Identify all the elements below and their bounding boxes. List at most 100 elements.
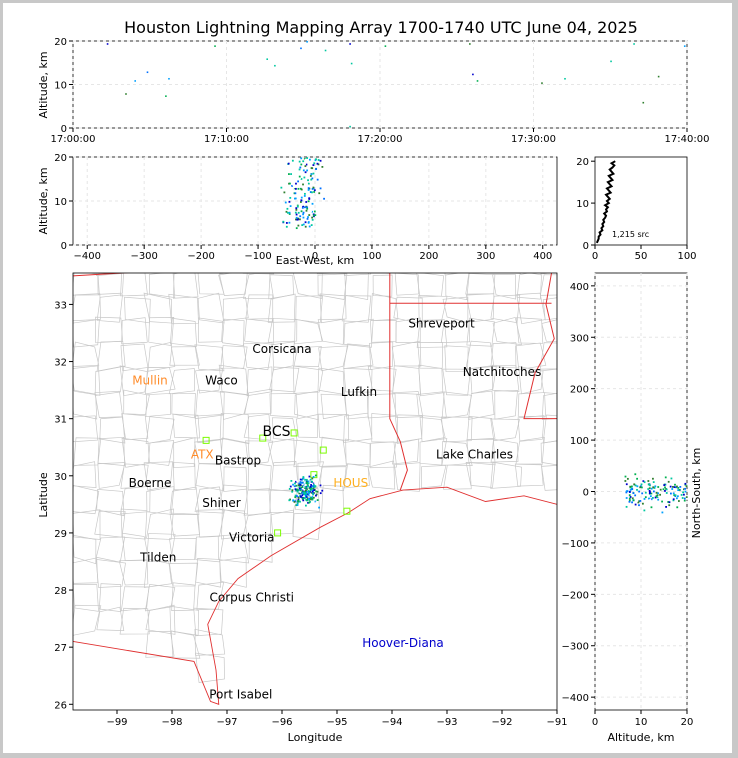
longitude-tick-label: −97	[216, 717, 237, 728]
east-west-source	[293, 189, 296, 192]
plan-view-source	[303, 495, 305, 498]
county-boundary	[492, 316, 522, 346]
north-south-source	[648, 487, 651, 490]
east-west-source	[299, 177, 301, 180]
county-boundary	[169, 346, 200, 366]
lma-figure: Houston Lightning Mapping Array 1700-174…	[37, 18, 709, 744]
plan-view-source	[310, 498, 312, 501]
east-west-source	[290, 173, 292, 175]
east-west-source	[313, 162, 316, 165]
east-west-source	[296, 218, 299, 221]
county-boundary	[98, 583, 122, 613]
north-south-source	[640, 483, 643, 486]
county-boundary	[95, 536, 126, 563]
county-boundary	[267, 438, 296, 466]
north-south-source	[625, 490, 628, 493]
east-west-source	[309, 180, 311, 183]
north-south-source	[634, 494, 637, 497]
county-boundary	[194, 414, 224, 444]
east-west-source	[307, 182, 310, 185]
county-boundary	[96, 488, 125, 517]
north-south-source	[678, 488, 681, 491]
east-west-source	[305, 188, 308, 190]
county-boundary	[469, 365, 497, 394]
east-west-source	[316, 178, 319, 181]
plan-view-source	[301, 494, 304, 497]
county-boundary	[517, 415, 545, 442]
east-west-source	[302, 160, 305, 163]
plan-view-source	[303, 488, 306, 491]
east-west-source	[306, 157, 309, 159]
north-south-source	[670, 501, 673, 504]
longitude-tick-label: −98	[161, 717, 182, 728]
plan-view-source	[309, 485, 312, 488]
plan-view-source	[299, 483, 302, 486]
east-west-source	[302, 183, 304, 186]
north-south-source	[637, 501, 640, 504]
north-south-source	[636, 488, 638, 491]
state-boundaries	[73, 273, 557, 491]
county-boundary	[542, 297, 557, 321]
county-boundary	[119, 607, 150, 635]
county-boundary	[194, 344, 225, 372]
plan-view-source	[314, 504, 317, 507]
east-west-source	[302, 220, 305, 223]
east-west-source	[289, 205, 292, 208]
plan-view-source	[312, 493, 315, 496]
county-boundary	[444, 273, 460, 276]
north-south-source	[643, 498, 646, 500]
north-south-source	[650, 506, 653, 509]
county-boundary	[441, 440, 473, 466]
east-west-source	[307, 189, 310, 191]
plan-view-source	[300, 483, 303, 486]
east-west-source	[309, 174, 312, 177]
north-south-source	[659, 488, 662, 491]
county-boundary	[121, 437, 150, 468]
east-west-source	[288, 211, 291, 214]
county-boundary	[195, 368, 224, 394]
plan-view-source	[308, 475, 311, 478]
county-boundary	[367, 365, 397, 392]
east-west-source	[311, 191, 313, 194]
county-boundary	[247, 462, 272, 491]
altitude-tick-label: 10	[635, 717, 648, 728]
plan-view-source	[300, 493, 303, 495]
north-south-tick-label: −200	[562, 590, 589, 601]
altitude-tick-label: 0	[61, 124, 67, 135]
plan-view-source	[305, 481, 308, 484]
east-west-tick-label: 300	[476, 251, 495, 262]
plan-view-source	[312, 485, 315, 488]
plan-view-source	[310, 494, 313, 497]
north-south-source	[634, 473, 637, 476]
east-west-source	[297, 187, 300, 190]
plan-view-source	[293, 500, 296, 503]
north-south-source	[639, 485, 642, 488]
east-west-source	[310, 178, 313, 181]
county-boundary	[367, 460, 396, 490]
east-west-source	[304, 163, 306, 166]
east-west-source	[302, 205, 304, 208]
east-west-source	[311, 202, 314, 205]
plan-view-source	[302, 476, 305, 478]
county-boundary	[223, 466, 248, 492]
plan-view-source	[303, 491, 305, 494]
county-boundary	[465, 340, 495, 370]
north-south-source	[626, 477, 629, 480]
east-west-xlabel: East-West, km	[276, 254, 354, 267]
county-boundary	[516, 273, 542, 300]
east-west-source	[319, 159, 322, 162]
plan-view-source	[298, 486, 301, 488]
latitude-tick-label: 32	[54, 358, 67, 369]
north-south-source	[676, 506, 679, 509]
north-south-source	[659, 493, 662, 496]
east-west-source	[315, 158, 317, 161]
north-south-source	[628, 497, 631, 500]
plan-view-source	[299, 489, 302, 492]
east-west-source	[311, 210, 313, 213]
east-west-tick-label: 400	[533, 251, 552, 262]
plan-view-source	[305, 478, 308, 481]
north-south-source	[631, 501, 633, 504]
plan-view-source	[296, 489, 299, 491]
east-west-source	[299, 166, 302, 169]
county-boundary	[468, 390, 495, 420]
